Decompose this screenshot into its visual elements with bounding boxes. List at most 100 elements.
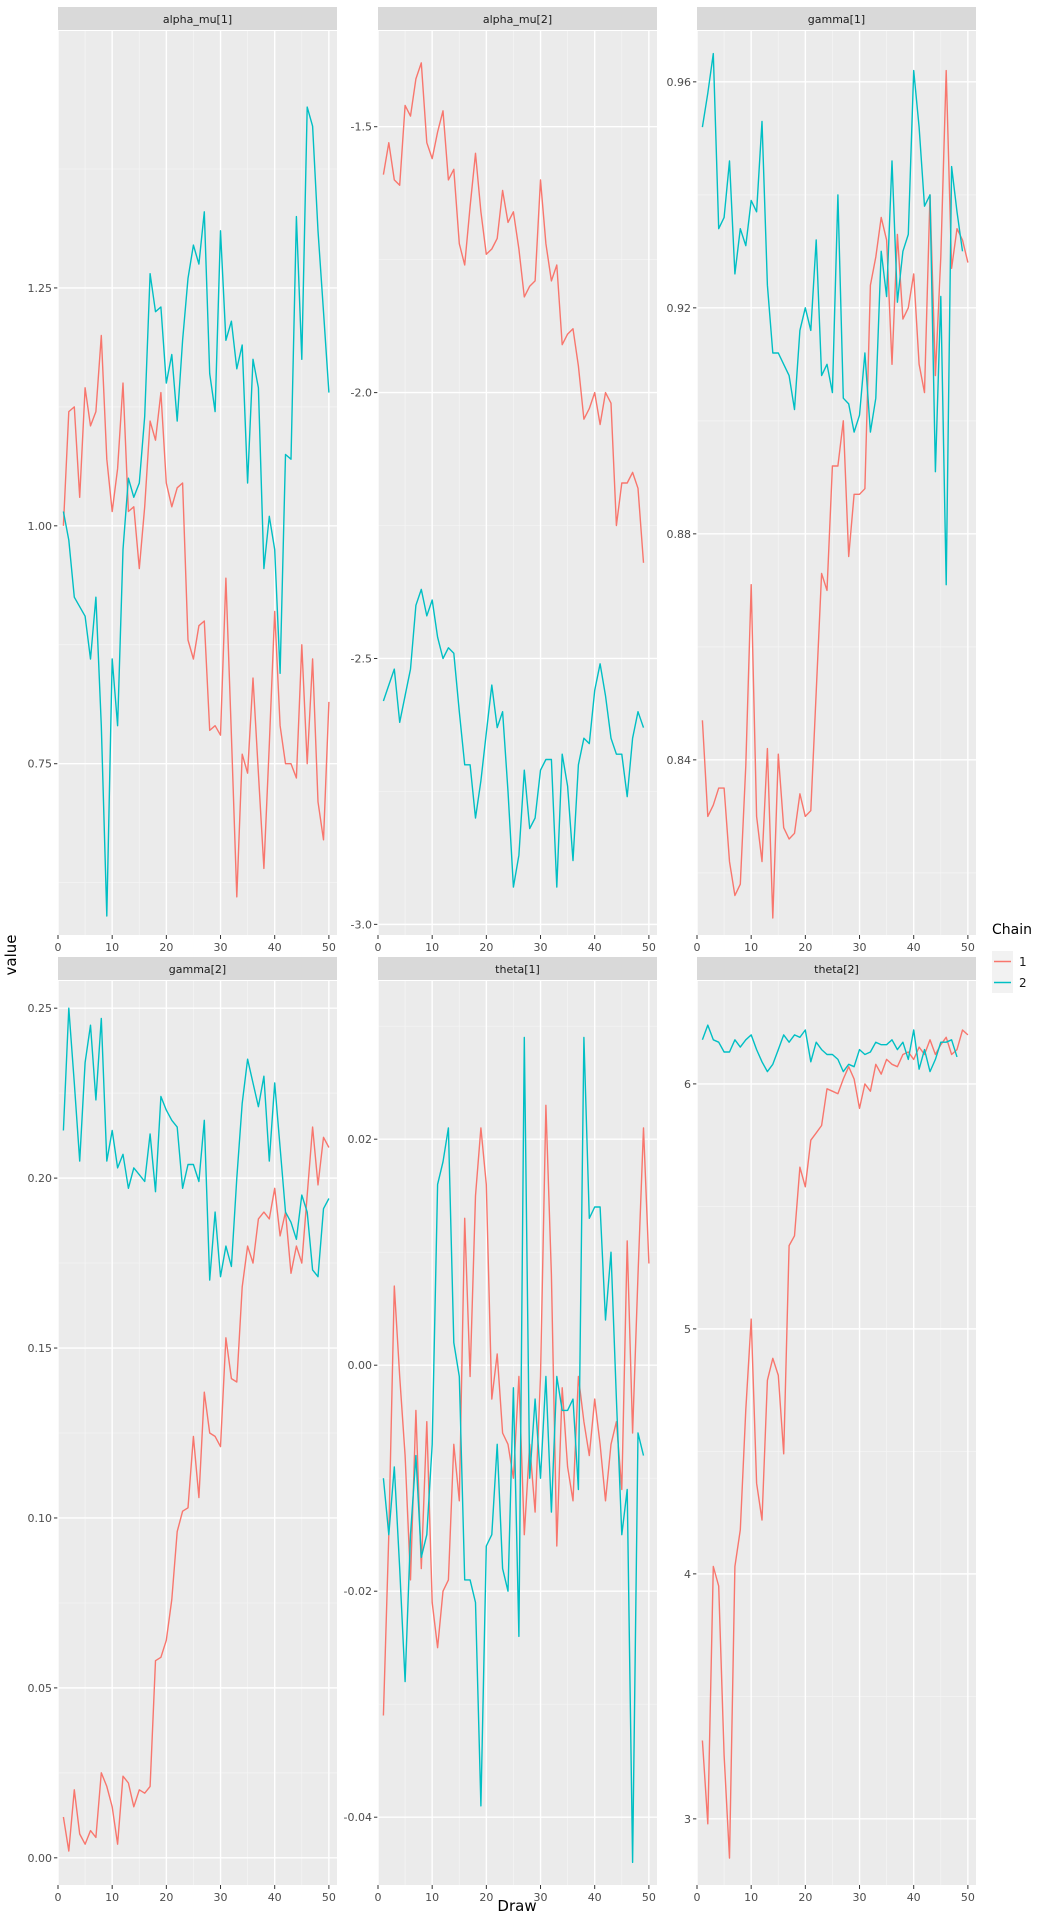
x-tick-label: 20 bbox=[479, 1891, 493, 1904]
y-tick-label: 1.00 bbox=[28, 520, 53, 533]
x-tick-label: 50 bbox=[961, 941, 975, 954]
series-line-chain-2 bbox=[701, 1024, 958, 1073]
x-tick-label: 30 bbox=[214, 941, 228, 954]
legend: Chain 12 bbox=[992, 922, 1032, 993]
series-line-chain-2 bbox=[701, 52, 964, 586]
x-tick-label: 40 bbox=[588, 1891, 602, 1904]
x-tick-label: 10 bbox=[425, 941, 439, 954]
x-tick-label: 0 bbox=[375, 1891, 382, 1904]
x-tick-label: 30 bbox=[853, 1891, 867, 1904]
x-tick-label: 10 bbox=[105, 1891, 119, 1904]
x-tick-label: 40 bbox=[268, 941, 282, 954]
y-tick-label: 0.10 bbox=[28, 1512, 53, 1525]
x-tick-label: 50 bbox=[642, 1891, 656, 1904]
facet-title: theta[2] bbox=[814, 963, 859, 976]
series-line-chain-1 bbox=[701, 69, 969, 919]
facet-title: alpha_mu[1] bbox=[163, 13, 232, 26]
x-tick-label: 0 bbox=[694, 1891, 701, 1904]
series-line-chain-2 bbox=[382, 588, 645, 888]
x-tick-label: 0 bbox=[55, 1891, 62, 1904]
x-tick-label: 20 bbox=[798, 1891, 812, 1904]
y-tick-label: 0.92 bbox=[667, 302, 692, 315]
series-line-chain-1 bbox=[382, 62, 645, 563]
x-tick-label: 10 bbox=[744, 1891, 758, 1904]
y-tick-label: 0.96 bbox=[667, 76, 692, 89]
x-tick-label: 40 bbox=[588, 941, 602, 954]
y-tick-label: 0.02 bbox=[348, 1133, 373, 1146]
x-tick-label: 30 bbox=[214, 1891, 228, 1904]
x-tick-label: 40 bbox=[907, 1891, 921, 1904]
facet-title: theta[1] bbox=[495, 963, 540, 976]
y-tick-label: 4 bbox=[684, 1568, 691, 1581]
y-tick-label: 6 bbox=[684, 1078, 691, 1091]
y-tick-label: 0.00 bbox=[348, 1359, 373, 1372]
legend-keys: 12 bbox=[992, 951, 1027, 993]
x-tick-label: 30 bbox=[534, 1891, 548, 1904]
y-tick-label: 0.25 bbox=[28, 1002, 53, 1015]
x-tick-label: 10 bbox=[105, 941, 119, 954]
x-tick-label: 50 bbox=[642, 941, 656, 954]
series-line-chain-2 bbox=[62, 106, 330, 917]
facet-strip bbox=[378, 7, 657, 30]
x-tick-label: 40 bbox=[907, 941, 921, 954]
panel-background bbox=[378, 31, 657, 935]
y-axis-title: value bbox=[2, 935, 20, 976]
y-tick-label: 0.00 bbox=[28, 1852, 53, 1865]
x-tick-label: 0 bbox=[375, 941, 382, 954]
series-line-chain-1 bbox=[62, 334, 330, 898]
y-tick-label: 0.88 bbox=[667, 528, 692, 541]
x-tick-label: 30 bbox=[853, 941, 867, 954]
series-line-chain-2 bbox=[382, 1036, 645, 1864]
y-tick-label: -1.5 bbox=[351, 121, 372, 134]
y-tick-label: -0.04 bbox=[344, 1811, 372, 1824]
x-tick-label: 40 bbox=[268, 1891, 282, 1904]
panel-background bbox=[697, 31, 976, 935]
facet-title: alpha_mu[2] bbox=[483, 13, 552, 26]
y-tick-label: 0.20 bbox=[28, 1172, 53, 1185]
x-tick-label: 50 bbox=[322, 1891, 336, 1904]
y-tick-label: -3.0 bbox=[351, 918, 372, 931]
x-tick-label: 10 bbox=[425, 1891, 439, 1904]
facet-strip bbox=[58, 957, 337, 980]
facet-title: gamma[2] bbox=[169, 963, 226, 976]
facet-title: gamma[1] bbox=[808, 13, 865, 26]
x-tick-label: 20 bbox=[798, 941, 812, 954]
x-tick-label: 0 bbox=[55, 941, 62, 954]
x-tick-label: 30 bbox=[534, 941, 548, 954]
panels-layer: alpha_mu[1]0.751.001.250 10 20 30 40 50alpha_… bbox=[28, 7, 976, 1904]
series-line-chain-2 bbox=[62, 1007, 330, 1281]
y-tick-label: 0.15 bbox=[28, 1342, 53, 1355]
panel-background bbox=[58, 31, 337, 935]
x-axis-title: Draw bbox=[497, 1897, 536, 1915]
x-tick-label: 10 bbox=[744, 941, 758, 954]
facet-strip bbox=[697, 957, 976, 980]
series-line-chain-1 bbox=[62, 1126, 330, 1852]
panel-1: alpha_mu[1] 0.75 1.00 1.25 0 10 20 30 40 50 bbox=[28, 7, 337, 954]
x-tick-label: 20 bbox=[479, 941, 493, 954]
legend-label: 2 bbox=[1019, 976, 1027, 990]
y-tick-label: -0.02 bbox=[344, 1585, 372, 1598]
legend-label: 1 bbox=[1019, 955, 1027, 969]
panel-3: gamma[1] 0.84 0.88 0.92 0.96 0 10 20 30 40 50 bbox=[667, 7, 976, 954]
panel-4: gamma[2] 0.00 0.05 0.10 0.15 0.20 0.25 0 10 20 30 4… bbox=[28, 957, 337, 1904]
y-tick-label: 5 bbox=[684, 1323, 691, 1336]
y-tick-label: 0.05 bbox=[28, 1682, 53, 1695]
y-tick-label: 0.75 bbox=[28, 758, 53, 771]
x-tick-label: 0 bbox=[694, 941, 701, 954]
panel-5: theta[1] -0.04 -0.02 0.00 0.02 0 10 20 30 40 50 bbox=[344, 957, 657, 1904]
x-tick-label: 20 bbox=[159, 941, 173, 954]
y-tick-label: -2.0 bbox=[351, 387, 372, 400]
legend-title: Chain bbox=[992, 922, 1032, 938]
panel-6: theta[2] 3 4 5 6 0 10 20 30 40 50 bbox=[684, 957, 976, 1904]
y-tick-label: 3 bbox=[684, 1813, 691, 1826]
series-line-chain-1 bbox=[382, 1104, 650, 1716]
panel-2: alpha_mu[2] -3.0 -2.5 -2.0 -1.5 0 10 20 30 40 50 bbox=[351, 7, 657, 954]
facet-strip bbox=[58, 7, 337, 30]
facet-strip bbox=[378, 957, 657, 980]
x-tick-label: 50 bbox=[961, 1891, 975, 1904]
x-tick-label: 20 bbox=[159, 1891, 173, 1904]
y-tick-label: -2.5 bbox=[351, 652, 372, 665]
panel-background bbox=[697, 981, 976, 1885]
facet-strip bbox=[697, 7, 976, 30]
